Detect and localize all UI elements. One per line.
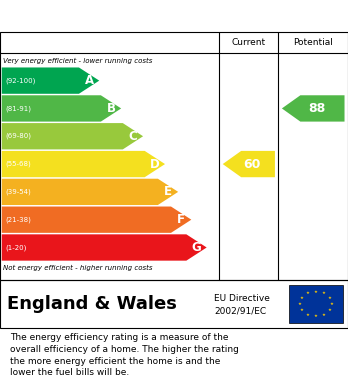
Text: Energy Efficiency Rating: Energy Efficiency Rating bbox=[10, 9, 231, 23]
Text: ★: ★ bbox=[298, 302, 302, 306]
Text: Potential: Potential bbox=[293, 38, 333, 47]
Text: ★: ★ bbox=[300, 296, 304, 300]
Text: D: D bbox=[150, 158, 160, 170]
Text: Not energy efficient - higher running costs: Not energy efficient - higher running co… bbox=[3, 265, 153, 271]
Text: B: B bbox=[107, 102, 116, 115]
Text: ★: ★ bbox=[306, 313, 310, 317]
Text: G: G bbox=[192, 241, 201, 254]
Text: ★: ★ bbox=[328, 296, 332, 300]
Text: (55-68): (55-68) bbox=[5, 161, 31, 167]
Polygon shape bbox=[2, 68, 99, 94]
Polygon shape bbox=[2, 234, 207, 261]
Text: (21-38): (21-38) bbox=[5, 217, 31, 223]
Polygon shape bbox=[223, 151, 275, 177]
Text: C: C bbox=[129, 130, 137, 143]
Text: (1-20): (1-20) bbox=[5, 244, 26, 251]
Text: 88: 88 bbox=[308, 102, 325, 115]
Bar bbox=[289, 285, 343, 323]
Text: ★: ★ bbox=[314, 314, 318, 318]
Text: Current: Current bbox=[232, 38, 266, 47]
Text: (81-91): (81-91) bbox=[5, 105, 31, 112]
Text: (92-100): (92-100) bbox=[5, 77, 35, 84]
Text: A: A bbox=[85, 74, 94, 87]
Text: ★: ★ bbox=[322, 313, 326, 317]
Polygon shape bbox=[2, 151, 165, 177]
Text: 2002/91/EC: 2002/91/EC bbox=[214, 307, 266, 316]
Text: ★: ★ bbox=[322, 291, 326, 295]
Text: ★: ★ bbox=[328, 308, 332, 312]
Text: England & Wales: England & Wales bbox=[7, 295, 177, 313]
Polygon shape bbox=[2, 206, 191, 233]
Text: Very energy efficient - lower running costs: Very energy efficient - lower running co… bbox=[3, 57, 153, 64]
Text: E: E bbox=[164, 185, 172, 198]
Text: ★: ★ bbox=[314, 290, 318, 294]
Text: The energy efficiency rating is a measure of the
overall efficiency of a home. T: The energy efficiency rating is a measur… bbox=[10, 333, 239, 377]
Text: F: F bbox=[177, 213, 185, 226]
Text: EU Directive: EU Directive bbox=[214, 294, 270, 303]
Text: 60: 60 bbox=[244, 158, 261, 170]
Polygon shape bbox=[2, 123, 143, 149]
Text: ★: ★ bbox=[330, 302, 334, 306]
Text: (69-80): (69-80) bbox=[5, 133, 31, 140]
Text: ★: ★ bbox=[300, 308, 304, 312]
Text: (39-54): (39-54) bbox=[5, 188, 31, 195]
Polygon shape bbox=[2, 95, 121, 122]
Polygon shape bbox=[2, 179, 178, 205]
Text: ★: ★ bbox=[306, 291, 310, 295]
Polygon shape bbox=[282, 95, 345, 122]
